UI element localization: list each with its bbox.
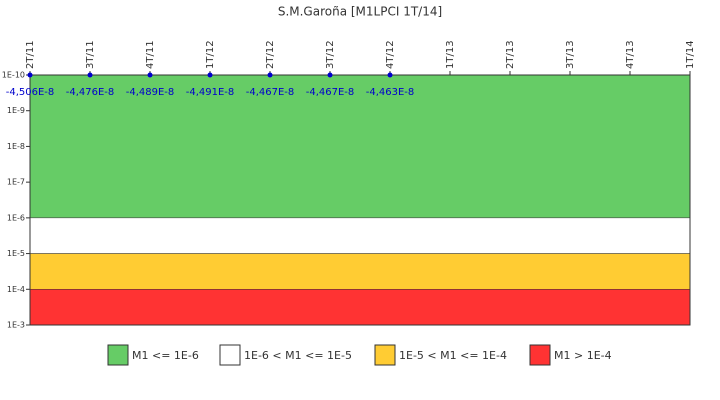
- x-tick-label: 4T/12: [385, 40, 396, 69]
- data-point: [267, 72, 273, 78]
- y-tick-label: 1E-5: [7, 249, 25, 258]
- data-point: [147, 72, 153, 78]
- x-tick-label: 1T/12: [205, 40, 216, 69]
- legend-swatch: [529, 344, 551, 366]
- band: [29, 289, 691, 326]
- y-tick-label: 1E-7: [7, 178, 25, 187]
- y-tick-label: 1E-4: [7, 285, 25, 294]
- x-tick-label: 3T/12: [325, 40, 336, 69]
- legend-swatch: [107, 344, 129, 366]
- x-tick-label: 3T/11: [85, 40, 96, 69]
- data-label: -4,489E-8: [126, 87, 175, 98]
- data-label: -4,463E-8: [366, 87, 415, 98]
- chart-title: S.M.Garoña [M1LPCI 1T/14]: [278, 5, 442, 19]
- legend-label: 1E-5 < M1 <= 1E-4: [399, 349, 507, 362]
- y-tick-label: 1E-3: [7, 321, 25, 330]
- x-tick-label: 2T/13: [505, 40, 516, 69]
- legend-label: M1 <= 1E-6: [132, 349, 199, 362]
- y-tick-label: 1E-6: [7, 213, 25, 222]
- x-tick-label: 4T/11: [145, 40, 156, 69]
- data-point: [87, 72, 93, 78]
- data-label: -4,506E-8: [6, 87, 55, 98]
- x-tick-label: 1T/13: [445, 40, 456, 69]
- data-label: -4,476E-8: [66, 87, 115, 98]
- data-point: [207, 72, 213, 78]
- legend-label: 1E-6 < M1 <= 1E-5: [244, 349, 352, 362]
- band: [29, 74, 691, 219]
- data-label: -4,467E-8: [246, 87, 295, 98]
- band: [29, 253, 691, 290]
- y-tick-label: 1E-8: [7, 142, 25, 151]
- data-label: -4,467E-8: [306, 87, 355, 98]
- y-tick-label: 1E-9: [7, 106, 25, 115]
- legend-swatch: [219, 344, 241, 366]
- x-tick-label: 4T/13: [625, 40, 636, 69]
- plot-frame: [29, 74, 691, 326]
- legend-label: M1 > 1E-4: [554, 349, 612, 362]
- x-tick-label: 2T/11: [25, 40, 36, 69]
- y-tick-label: 1E-10: [2, 71, 25, 80]
- band: [29, 217, 691, 254]
- x-tick-label: 3T/13: [565, 40, 576, 69]
- data-point: [387, 72, 393, 78]
- x-tick-label: 1T/14: [685, 40, 696, 69]
- x-tick-label: 2T/12: [265, 40, 276, 69]
- data-point: [27, 72, 33, 78]
- legend-swatch: [374, 344, 396, 366]
- data-point: [327, 72, 333, 78]
- data-label: -4,491E-8: [186, 87, 235, 98]
